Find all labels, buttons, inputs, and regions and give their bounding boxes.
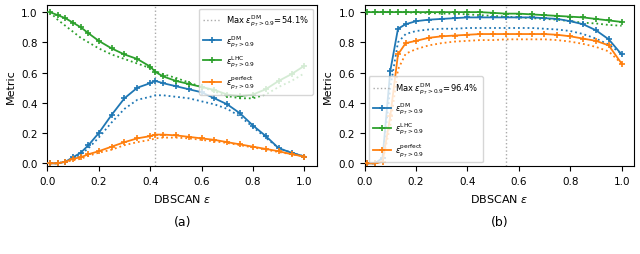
X-axis label: DBSCAN $\varepsilon$: DBSCAN $\varepsilon$ (470, 192, 529, 204)
Text: (a): (a) (173, 215, 191, 228)
X-axis label: DBSCAN $\varepsilon$: DBSCAN $\varepsilon$ (153, 192, 211, 204)
Y-axis label: Metric: Metric (6, 69, 15, 103)
Legend: Max $\varepsilon^{\mathrm{DM}}_{p_T>0.9}\!=\!54.1\%$, $\varepsilon^{\mathrm{DM}}: Max $\varepsilon^{\mathrm{DM}}_{p_T>0.9}… (199, 10, 313, 95)
Legend: Max $\varepsilon^{\mathrm{DM}}_{p_T>0.9}\!=\!96.4\%$, $\varepsilon^{\mathrm{DM}}: Max $\varepsilon^{\mathrm{DM}}_{p_T>0.9}… (369, 77, 483, 163)
Text: (b): (b) (491, 215, 508, 228)
Y-axis label: Metric: Metric (323, 69, 333, 103)
